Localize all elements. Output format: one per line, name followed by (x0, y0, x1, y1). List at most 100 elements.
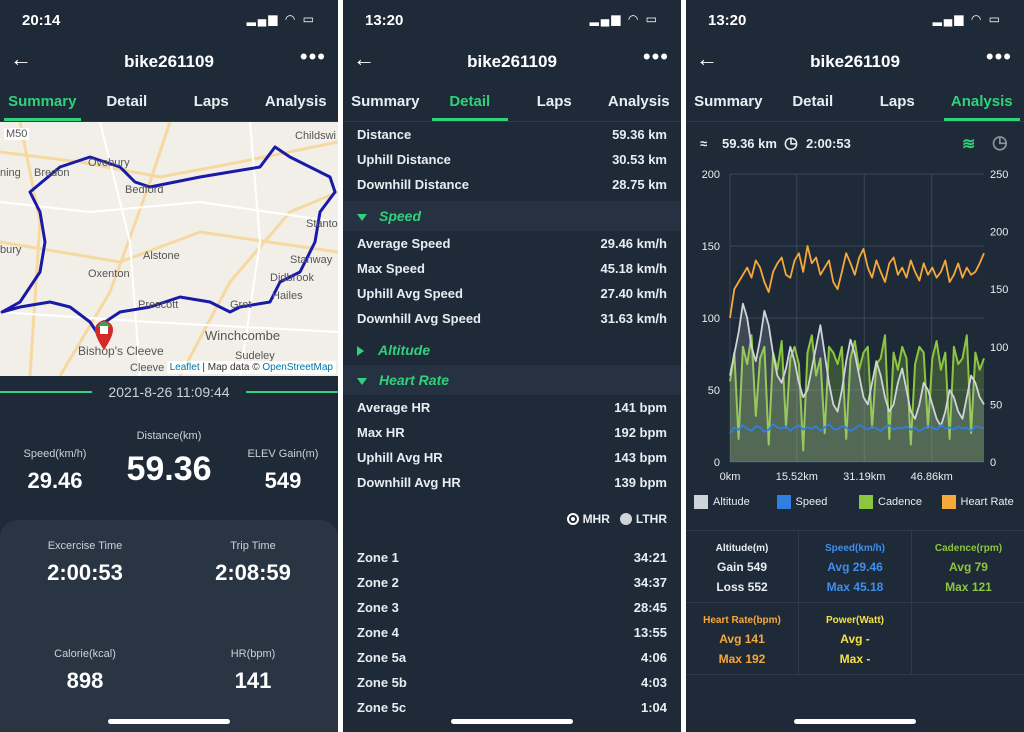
route-map[interactable]: M50 Childswi Ovebury ning Bredon Bedford… (0, 122, 338, 376)
section-title: Altitude (378, 342, 431, 358)
row-value: 45.18 km/h (600, 261, 668, 276)
row-label: Average HR (357, 400, 431, 415)
y-right-tick-label: 250 (990, 169, 1008, 181)
chevron-down-icon (357, 213, 367, 221)
row-label: Uphill Avg Speed (357, 286, 463, 301)
section-speed[interactable]: Speed (343, 201, 681, 231)
row-value: 192 bpm (614, 425, 667, 440)
x-tick-label: 31.19km (843, 471, 885, 483)
clock-icon: ◷ (784, 135, 798, 152)
legend-item-speed[interactable]: Speed (776, 495, 860, 509)
map-label: Prescott (138, 299, 179, 311)
map-label: Sudeley (235, 350, 275, 362)
stat-label: Trip Time (230, 540, 276, 552)
zone-value: 1:04 (640, 700, 667, 715)
zone-label: Zone 5b (357, 675, 407, 690)
empty-stats-cell (912, 603, 1024, 675)
stat-label: Calorie(kcal) (54, 648, 116, 660)
chevron-right-icon (357, 346, 364, 357)
tab-analysis[interactable]: Analysis (264, 93, 327, 110)
stat-value: 549 (264, 468, 302, 493)
tab-laps[interactable]: Laps (879, 93, 915, 110)
legend-item-heart-rate[interactable]: Heart Rate (941, 495, 1024, 509)
map-label: Childswi (295, 130, 336, 142)
stats-card (0, 520, 338, 732)
map-label: Hailes (272, 290, 303, 302)
y-left-tick-label: 100 (702, 313, 720, 325)
back-arrow-icon[interactable]: ← (353, 46, 375, 71)
more-options-icon[interactable]: ••• (299, 44, 326, 69)
tab-detail[interactable]: Detail (106, 93, 148, 110)
tab-summary[interactable]: Summary (0, 82, 85, 121)
tab-detail[interactable]: Detail (428, 82, 513, 121)
back-arrow-icon[interactable]: ← (10, 46, 32, 71)
detail-row: Average Speed 29.46 km/h (343, 231, 681, 256)
date-bar: 2021-8-26 11:09:44 (0, 376, 338, 408)
analysis-stats-grid: Altitude(m) Gain 549 Loss 552 Speed(km/h… (686, 530, 1024, 675)
leaflet-link[interactable]: Leaflet (169, 362, 200, 373)
distance-axis-toggle-icon[interactable]: ≋ (962, 136, 976, 153)
cell-value: Avg 141 (719, 632, 765, 646)
analysis-summary: ≈ 59.36 km ◷ 2:00:53 ≋ ◷ (686, 122, 1024, 164)
map-label: Alstone (143, 250, 180, 262)
back-arrow-icon[interactable]: ← (696, 46, 718, 71)
y-right-tick-label: 100 (990, 342, 1008, 354)
legend-item-altitude[interactable]: Altitude (694, 495, 777, 509)
app-bar: ← bike261109 ••• (343, 40, 681, 82)
mhr-radio[interactable] (566, 513, 579, 525)
more-options-icon[interactable]: ••• (985, 44, 1012, 69)
stat-label: ELEV Gain(m) (247, 448, 319, 460)
activity-title: bike261109 (467, 52, 557, 71)
y-left-tick-label: 150 (702, 241, 720, 253)
chart-legend: Altitude Speed Cadence Heart Rate (686, 484, 1024, 520)
zone-label: Zone 3 (357, 600, 399, 615)
tab-detail[interactable]: Detail (792, 93, 834, 110)
tab-summary[interactable]: Summary (351, 93, 420, 110)
cell-value: Max 192 (718, 652, 766, 666)
more-options-icon[interactable]: ••• (642, 44, 669, 69)
section-title: Speed (379, 208, 422, 224)
legend-label: Heart Rate (960, 496, 1014, 508)
tab-analysis[interactable]: Analysis (940, 82, 1024, 121)
cadence-series-line (729, 334, 985, 452)
zone-value: 34:37 (633, 575, 667, 590)
detail-row: Downhill Avg HR 139 bpm (343, 470, 681, 495)
status-time: 13:20 (365, 12, 404, 29)
row-value: 29.46 km/h (600, 236, 668, 251)
lthr-radio[interactable] (619, 513, 632, 525)
home-indicator[interactable] (108, 719, 230, 724)
tab-laps[interactable]: Laps (536, 93, 572, 110)
x-tick-label: 15.52km (776, 471, 818, 483)
map-label: M50 (4, 128, 30, 140)
analysis-chart[interactable]: 0 50 100 150 200 0 50 100 150 200 250 0km 15.52km 31.… (686, 164, 1024, 484)
tab-analysis[interactable]: Analysis (607, 93, 670, 110)
map-label: Bedford (125, 184, 164, 196)
home-indicator[interactable] (451, 719, 573, 724)
map-label: Stanway (290, 254, 333, 266)
speed-series-line (729, 423, 985, 434)
section-altitude[interactable]: Altitude (343, 335, 681, 365)
radio-label: MHR (582, 512, 610, 526)
legend-swatch (941, 495, 956, 509)
section-heart-rate[interactable]: Heart Rate (343, 365, 681, 395)
location-marker-icon[interactable] (95, 320, 113, 350)
detail-row: Max Speed 45.18 km/h (343, 256, 681, 281)
time-axis-toggle-icon[interactable]: ◷ (992, 132, 1008, 152)
cell-value: Max - (839, 652, 871, 666)
legend-item-cadence[interactable]: Cadence (859, 495, 942, 509)
zone-row: Zone 2 34:37 (343, 570, 681, 595)
row-label: Average Speed (357, 236, 451, 251)
home-indicator[interactable] (794, 719, 916, 724)
detail-row: Max HR 192 bpm (343, 420, 681, 445)
openstreetmap-link[interactable]: OpenStreetMap (262, 362, 333, 373)
divider-line (0, 391, 92, 393)
map-label: Cleeve (130, 362, 165, 374)
zone-row: Zone 1 34:21 (343, 545, 681, 570)
app-bar: ← bike261109 ••• (0, 40, 338, 82)
detail-list: Distance 59.36 km Uphill Distance 30.53 km… (343, 122, 681, 720)
tab-summary[interactable]: Summary (694, 93, 763, 110)
divider-line (246, 391, 338, 393)
status-bar: 13:20 ▂▄▆ ◠ ▭ (686, 0, 1024, 40)
zone-row: Zone 3 28:45 (343, 595, 681, 620)
tab-laps[interactable]: Laps (193, 93, 229, 110)
